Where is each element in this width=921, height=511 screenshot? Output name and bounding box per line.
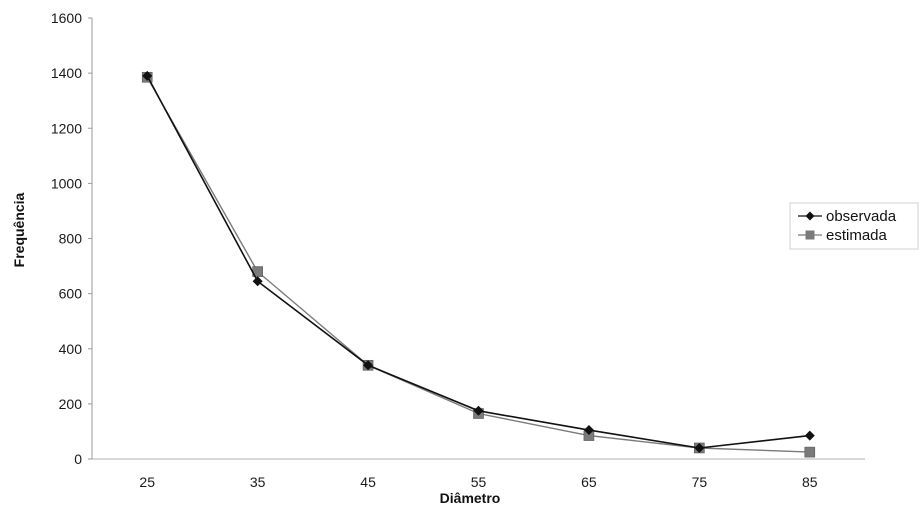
y-tick-label: 600	[59, 286, 83, 302]
data-point-observada	[694, 442, 705, 453]
legend-box	[789, 202, 919, 250]
data-point-observada	[473, 405, 484, 416]
x-axis-title: Diâmetro	[440, 490, 501, 506]
legend-label-observada: observada	[826, 208, 897, 225]
series-line-estimada	[146, 76, 810, 453]
data-point-estimada	[804, 446, 816, 458]
y-tick-label: 1200	[51, 120, 82, 136]
y-tick-label: 200	[59, 396, 83, 412]
x-tick-label: 35	[250, 474, 266, 490]
series-observada	[142, 70, 815, 453]
series-estimada	[141, 71, 816, 458]
data-point-observada	[363, 360, 374, 371]
legend: observada estimada	[789, 202, 919, 250]
y-tick-label: 800	[59, 231, 83, 247]
x-tick-label: 55	[471, 474, 487, 490]
data-point-observada	[583, 425, 594, 436]
y-tick-label: 0	[74, 451, 82, 467]
data-point-observada	[142, 70, 153, 81]
y-axis-title: Frequência	[11, 192, 27, 267]
x-tick-label: 45	[360, 474, 376, 490]
data-point-observada	[252, 276, 263, 287]
legend-marker-estimada	[805, 230, 815, 240]
data-point-observada	[804, 430, 815, 441]
y-tick-label: 1400	[51, 65, 82, 81]
series-layer	[141, 70, 816, 458]
series-line-observada	[146, 75, 810, 449]
tick-labels: 0 200 400 600 800 1000 1200 1400 1600 25 35 45 55 65 7…	[51, 10, 818, 490]
x-tick-label: 65	[581, 474, 597, 490]
y-tick-label: 400	[59, 341, 83, 357]
y-tick-label: 1000	[51, 175, 82, 191]
axes	[88, 17, 865, 460]
x-tick-label: 75	[692, 474, 708, 490]
legend-label-estimada: estimada	[826, 227, 888, 244]
legend-marker-observada	[805, 211, 815, 221]
x-tick-label: 25	[139, 474, 155, 490]
y-tick-label: 1600	[51, 10, 82, 26]
x-tick-label: 85	[802, 474, 818, 490]
